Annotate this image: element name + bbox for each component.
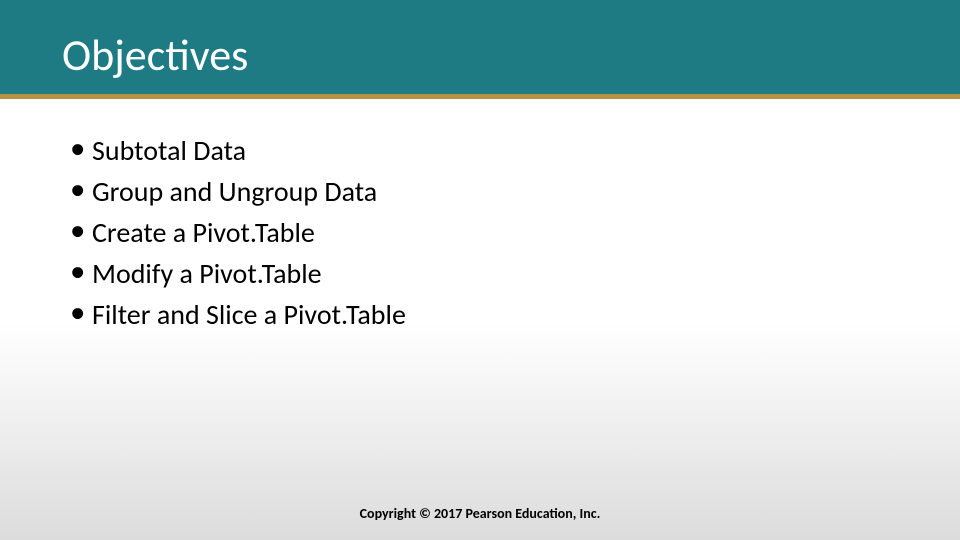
slide: Objectives Subtotal DataGroup and Ungrou… bbox=[0, 0, 960, 540]
header-gold-rule bbox=[0, 94, 960, 99]
header-band: Objectives bbox=[0, 0, 960, 94]
copyright-footer: Copyright © 2017 Pearson Education, Inc. bbox=[0, 505, 960, 522]
bullet-item: Group and Ungroup Data bbox=[70, 171, 406, 212]
bullet-item: Filter and Slice a Pivot.Table bbox=[70, 294, 406, 335]
bullet-list: Subtotal DataGroup and Ungroup DataCreat… bbox=[70, 130, 406, 335]
slide-title: Objectives bbox=[62, 28, 248, 82]
bullet-item: Modify a Pivot.Table bbox=[70, 253, 406, 294]
content-area: Subtotal DataGroup and Ungroup DataCreat… bbox=[70, 130, 406, 335]
bullet-item: Subtotal Data bbox=[70, 130, 406, 171]
bullet-item: Create a Pivot.Table bbox=[70, 212, 406, 253]
